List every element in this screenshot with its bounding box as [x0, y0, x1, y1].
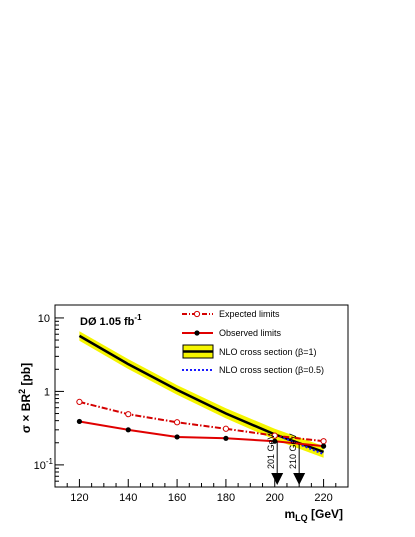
- limit-arrow-head: [293, 473, 306, 485]
- y-tick-label: 10-1: [34, 457, 54, 472]
- y-axis-title: σ × BR2 [pb]: [17, 363, 33, 433]
- observed-point: [125, 427, 131, 433]
- x-axis-title: mLQ [GeV]: [284, 507, 343, 523]
- legend-marker-observed: [194, 330, 200, 336]
- legend-entry-expected: Expected limits: [182, 309, 280, 319]
- expected-point: [222, 425, 230, 432]
- legend-label-dotted: NLO cross section (β=0.5): [219, 365, 324, 375]
- series-layer: [76, 334, 327, 456]
- legend-label-band: NLO cross section (β=1): [219, 347, 316, 357]
- limit-arrow-head: [271, 473, 284, 485]
- x-tick-label: 140: [119, 492, 137, 504]
- observed-point: [174, 434, 180, 440]
- observed-point: [223, 435, 229, 441]
- expected-point: [125, 411, 132, 418]
- legend-label-observed: Observed limits: [219, 328, 282, 338]
- tick-layer: 120 140 160 180 200 220 10-1 1 10: [34, 313, 349, 504]
- x-tick-label: 180: [217, 492, 235, 504]
- expected-line: [79, 400, 324, 443]
- x-tick-label: 220: [314, 492, 332, 504]
- observed-line: [79, 420, 324, 448]
- x-tick-label: 200: [266, 492, 284, 504]
- observed-point: [320, 443, 327, 449]
- expected-point: [271, 432, 278, 439]
- legend-entry-dotted: NLO cross section (β=0.5): [182, 365, 324, 375]
- x-tick-label: 120: [70, 492, 88, 504]
- band-layer: [79, 331, 324, 458]
- y-tick-label: 10: [38, 313, 50, 325]
- legend-entry-band: NLO cross section (β=1): [182, 344, 316, 359]
- y-tick-label: 1: [44, 386, 50, 398]
- legend-marker-expected: [193, 310, 201, 318]
- expected-point: [173, 419, 181, 426]
- x-tick-label: 160: [168, 492, 186, 504]
- limit-arrow-label: 210 GeV: [288, 433, 298, 469]
- observed-point: [76, 418, 83, 425]
- limit-arrow-label: 201 GeV: [266, 433, 276, 469]
- legend-label-expected: Expected limits: [219, 309, 280, 319]
- nlo-band: [79, 331, 324, 458]
- experiment-label: DØ 1.05 fb-1: [80, 313, 142, 328]
- nlo-central-line: [78, 334, 325, 454]
- annotation-layer: 201 GeV 210 GeV: [266, 433, 306, 485]
- legend: Expected limits Observed limits NLO cros…: [182, 309, 324, 375]
- observed-point: [272, 438, 278, 444]
- expected-point: [76, 398, 83, 405]
- expected-point: [320, 438, 327, 445]
- legend-entry-observed: Observed limits: [182, 328, 282, 338]
